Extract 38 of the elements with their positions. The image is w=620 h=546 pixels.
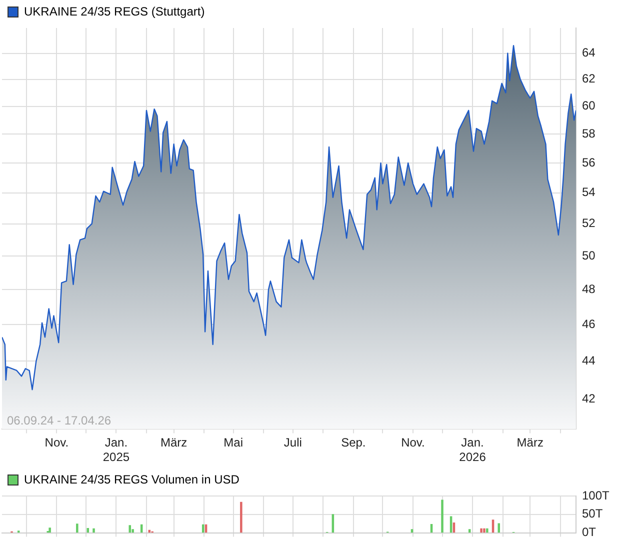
y-tick-label: 64	[582, 46, 596, 60]
bar	[92, 528, 95, 533]
x-tick-label: Jan. 2026	[459, 436, 486, 464]
x-tick-label: Juli	[284, 436, 302, 450]
bar	[441, 500, 444, 533]
annotation: 06.09.24 - 17.04.26	[7, 414, 112, 428]
bar	[483, 528, 486, 533]
y-tick-label: 58	[582, 126, 596, 140]
bar	[486, 528, 488, 533]
bar	[468, 529, 471, 533]
y-tick-label: 0T	[582, 525, 597, 540]
bar	[480, 528, 482, 533]
y-tick-label: 54	[582, 185, 596, 200]
x-tick-label: März	[516, 436, 544, 450]
y-tick-label: 60	[582, 98, 596, 113]
bar	[48, 528, 51, 533]
legend-label: UKRAINE 24/35 REGS Volumen in USD	[24, 472, 240, 486]
y-tick-label: 56	[582, 155, 596, 170]
y-tick-label: 48	[582, 282, 596, 296]
y-tick-label: 52	[582, 216, 596, 230]
bar	[240, 502, 242, 533]
y-tick-label: 62	[582, 72, 596, 86]
x-tick-label: März	[160, 436, 188, 450]
y-tick-label: 46	[582, 316, 596, 331]
bar	[76, 524, 78, 533]
bar	[132, 529, 134, 533]
x-tick-label: Nov.	[44, 436, 69, 450]
x-tick-label: Nov.	[401, 436, 425, 450]
bar	[410, 529, 414, 533]
y-tick-label: 42	[582, 392, 596, 406]
y-tick-label: 100T	[582, 488, 610, 502]
y-tick-label: 50T	[582, 506, 604, 521]
y-tick-label: 44	[582, 353, 596, 368]
x-tick-label: Jan. 2025	[102, 436, 130, 464]
x-tick-label: Mai	[224, 436, 244, 450]
y-tick-label: 50	[582, 248, 596, 262]
legend-label: UKRAINE 24/35 REGS (Stuttgart)	[24, 4, 205, 18]
x-tick-label: Sep.	[341, 436, 366, 450]
